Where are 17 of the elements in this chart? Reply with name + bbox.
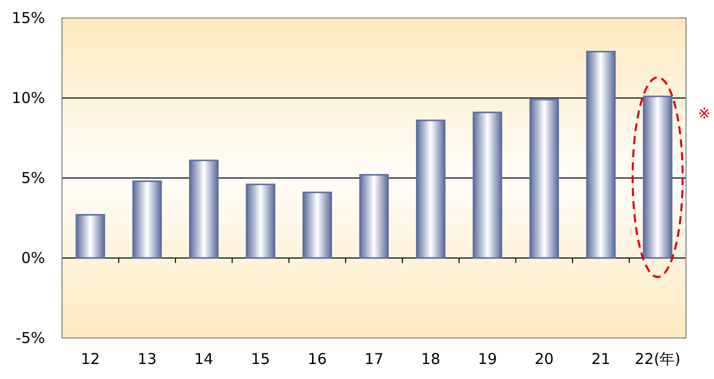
x-tick-label: 12 <box>80 350 100 368</box>
x-tick-label: 19 <box>478 350 497 368</box>
x-tick-label: 18 <box>421 350 440 368</box>
y-tick-label: -5% <box>16 329 45 347</box>
x-tick-label: 22(年) <box>634 350 681 368</box>
x-tick-label: 17 <box>364 350 384 368</box>
x-tick-label: 13 <box>138 350 157 368</box>
annotation: ※ <box>698 104 711 122</box>
y-tick-label: 0% <box>21 249 45 267</box>
x-tick-label: 16 <box>308 350 327 368</box>
y-tick-label: 10% <box>12 89 45 107</box>
x-tick-label: 15 <box>251 350 270 368</box>
x-tick-label: 20 <box>534 350 554 368</box>
y-tick-label: 5% <box>21 169 45 187</box>
x-tick-label: 14 <box>194 350 214 368</box>
y-tick-label: 15% <box>12 9 45 27</box>
x-tick-label: 21 <box>591 350 610 368</box>
